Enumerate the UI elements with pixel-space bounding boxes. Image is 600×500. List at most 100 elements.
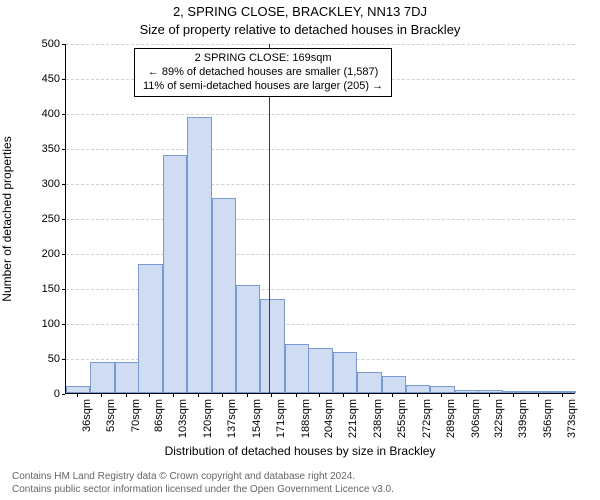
y-tick-label: 400: [5, 108, 60, 120]
histogram-bar: [115, 362, 139, 394]
y-tick-mark: [62, 184, 65, 185]
x-tick-label: 70sqm: [130, 399, 142, 432]
y-tick-mark: [62, 44, 65, 45]
histogram-bar: [333, 352, 357, 393]
histogram-bar: [308, 348, 332, 394]
x-tick-mark: [417, 394, 418, 397]
x-tick-label: 86sqm: [153, 399, 165, 432]
y-tick-label: 50: [5, 353, 60, 365]
y-tick-label: 0: [5, 388, 60, 400]
annotation-line-3: 11% of semi-detached houses are larger (…: [143, 80, 383, 94]
histogram-bar: [503, 391, 527, 393]
y-tick-mark: [62, 79, 65, 80]
x-axis-label: Distribution of detached houses by size …: [0, 444, 600, 458]
x-tick-mark: [296, 394, 297, 397]
gridline-h: [66, 114, 575, 115]
x-tick-label: 356sqm: [542, 399, 554, 438]
y-tick-label: 350: [5, 143, 60, 155]
x-tick-label: 255sqm: [396, 399, 408, 438]
y-tick-label: 300: [5, 178, 60, 190]
y-tick-label: 150: [5, 283, 60, 295]
x-tick-mark: [368, 394, 369, 397]
y-tick-label: 200: [5, 248, 60, 260]
x-tick-mark: [126, 394, 127, 397]
x-tick-mark: [562, 394, 563, 397]
x-tick-mark: [101, 394, 102, 397]
y-tick-label: 500: [5, 38, 60, 50]
x-tick-label: 373sqm: [566, 399, 578, 438]
histogram-bar: [138, 264, 162, 394]
x-tick-mark: [271, 394, 272, 397]
annotation-line-2: ← 89% of detached houses are smaller (1,…: [143, 66, 383, 80]
x-tick-mark: [247, 394, 248, 397]
x-tick-label: 204sqm: [323, 399, 335, 438]
x-tick-label: 289sqm: [445, 399, 457, 438]
histogram-bar: [187, 117, 211, 394]
gridline-h: [66, 219, 575, 220]
gridline-h: [66, 44, 575, 45]
annotation-line-1: 2 SPRING CLOSE: 169sqm: [143, 52, 383, 66]
histogram-bar: [382, 376, 406, 394]
y-tick-mark: [62, 219, 65, 220]
x-tick-label: 306sqm: [470, 399, 482, 438]
gridline-h: [66, 149, 575, 150]
x-tick-mark: [149, 394, 150, 397]
histogram-bar: [66, 386, 90, 393]
x-tick-label: 272sqm: [421, 399, 433, 438]
histogram-bar: [212, 198, 236, 393]
y-tick-label: 100: [5, 318, 60, 330]
x-tick-mark: [538, 394, 539, 397]
histogram-bar: [163, 155, 187, 393]
x-tick-label: 339sqm: [517, 399, 529, 438]
y-tick-label: 450: [5, 73, 60, 85]
histogram-bar: [430, 386, 454, 393]
x-tick-label: 238sqm: [372, 399, 384, 438]
gridline-h: [66, 254, 575, 255]
x-tick-label: 103sqm: [177, 399, 189, 438]
x-tick-mark: [441, 394, 442, 397]
x-tick-mark: [466, 394, 467, 397]
footer-line-1: Contains HM Land Registry data © Crown c…: [12, 471, 588, 484]
x-tick-mark: [513, 394, 514, 397]
histogram-bar: [90, 362, 114, 394]
x-tick-label: 120sqm: [202, 399, 214, 438]
x-tick-mark: [198, 394, 199, 397]
gridline-h: [66, 184, 575, 185]
title-secondary: Size of property relative to detached ho…: [0, 22, 600, 37]
y-tick-mark: [62, 114, 65, 115]
y-tick-mark: [62, 324, 65, 325]
title-primary: 2, SPRING CLOSE, BRACKLEY, NN13 7DJ: [0, 4, 600, 19]
histogram-bar: [455, 390, 479, 394]
x-tick-label: 154sqm: [251, 399, 263, 438]
x-tick-mark: [222, 394, 223, 397]
x-tick-label: 36sqm: [81, 399, 93, 432]
annotation-box: 2 SPRING CLOSE: 169sqm ← 89% of detached…: [134, 48, 392, 97]
histogram-bar: [406, 385, 430, 393]
histogram-bar: [285, 344, 309, 393]
histogram-bar: [236, 285, 260, 394]
histogram-bar: [357, 372, 381, 393]
x-tick-label: 322sqm: [493, 399, 505, 438]
histogram-bar: [478, 390, 502, 394]
x-tick-mark: [319, 394, 320, 397]
x-tick-label: 53sqm: [105, 399, 117, 432]
footer-attribution: Contains HM Land Registry data © Crown c…: [12, 471, 588, 496]
x-tick-mark: [392, 394, 393, 397]
y-tick-mark: [62, 394, 65, 395]
y-tick-mark: [62, 289, 65, 290]
x-tick-label: 137sqm: [226, 399, 238, 438]
histogram-bar: [527, 391, 551, 393]
histogram-bar: [260, 299, 284, 394]
x-tick-mark: [343, 394, 344, 397]
x-tick-mark: [173, 394, 174, 397]
histogram-bar: [552, 391, 576, 393]
y-tick-mark: [62, 149, 65, 150]
x-tick-label: 221sqm: [347, 399, 359, 438]
y-tick-mark: [62, 359, 65, 360]
footer-line-2: Contains public sector information licen…: [12, 484, 588, 497]
x-tick-mark: [489, 394, 490, 397]
x-tick-label: 188sqm: [300, 399, 312, 438]
y-tick-mark: [62, 254, 65, 255]
x-tick-label: 171sqm: [275, 399, 287, 438]
y-tick-label: 250: [5, 213, 60, 225]
